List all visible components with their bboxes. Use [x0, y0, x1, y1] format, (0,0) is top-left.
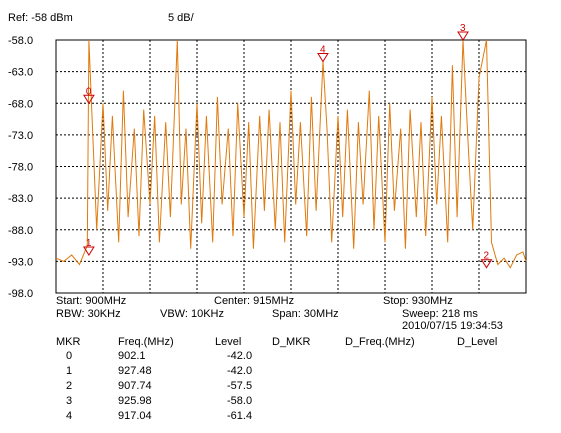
- col-header-dmkr: D_MKR: [272, 336, 311, 348]
- datetime-label: 2010/07/15 19:34:53: [402, 320, 503, 332]
- mkr-freq: 917.04: [118, 410, 152, 422]
- table-row: 2 907.74 -57.5: [0, 380, 561, 395]
- mkr-freq: 925.98: [118, 395, 152, 407]
- marker-label: 2: [484, 251, 490, 262]
- mkr-freq: 907.74: [118, 380, 152, 392]
- marker-label: 4: [320, 45, 326, 56]
- mkr-id: 3: [66, 395, 73, 407]
- y-tick-label: -98.0: [8, 288, 33, 300]
- y-tick-label: -73.0: [8, 130, 33, 142]
- mkr-freq: 902.1: [118, 350, 146, 362]
- y-tick-label: -78.0: [8, 162, 33, 174]
- center-freq-label: Center: 915MHz: [214, 295, 295, 307]
- col-header-mkr: MKR: [56, 336, 81, 348]
- mkr-level: -61.4: [227, 410, 253, 422]
- vbw-label: VBW: 10KHz: [160, 308, 224, 320]
- mkr-level: -42.0: [227, 365, 253, 377]
- col-header-freq: Freq.(MHz): [118, 336, 174, 348]
- marker-triangle: [317, 53, 329, 63]
- mkr-level: -57.5: [227, 380, 253, 392]
- marker-label: 3: [460, 23, 466, 34]
- mkr-id: 4: [66, 410, 73, 422]
- mkr-level: -42.0: [227, 350, 253, 362]
- y-tick-label: -93.0: [8, 256, 33, 268]
- marker-triangle: [82, 246, 95, 256]
- stop-freq-label: Stop: 930MHz: [383, 295, 453, 307]
- mkr-id: 1: [66, 365, 73, 377]
- mkr-id: 0: [66, 350, 73, 362]
- mkr-level: -58.0: [227, 395, 253, 407]
- span-label: Span: 30MHz: [272, 308, 339, 320]
- col-header-level: Level: [215, 336, 242, 348]
- plot-frame: [55, 39, 527, 294]
- spectrum-plot: -58.0 -63.0 -68.0 -73.0 -78.0 -83.0 -88.0 -93.0…: [8, 23, 527, 300]
- y-tick-label: -83.0: [8, 193, 33, 205]
- scale-label: 5 dB/: [168, 12, 194, 24]
- marker-label: 1: [86, 238, 92, 249]
- y-tick-label: -88.0: [8, 225, 33, 237]
- table-row: 0 902.1 -42.0: [0, 350, 561, 365]
- y-tick-label: -63.0: [8, 67, 33, 79]
- marker-triangle: [480, 259, 493, 269]
- ref-level-label: Ref: -58 dBm: [8, 12, 73, 24]
- spectrum-trace: [55, 39, 527, 269]
- y-tick-label: -68.0: [8, 98, 33, 110]
- rbw-label: RBW: 30KHz: [56, 308, 121, 320]
- mkr-id: 2: [66, 380, 73, 392]
- marker-triangle: [82, 94, 95, 105]
- start-freq-label: Start: 900MHz: [56, 295, 127, 307]
- table-row: 3 925.98 -58.0: [0, 395, 561, 410]
- y-tick-label: -58.0: [8, 35, 33, 47]
- mkr-freq: 927.48: [118, 365, 152, 377]
- marker-label: 0: [86, 86, 92, 97]
- sweep-label: Sweep: 218 ms: [402, 308, 478, 320]
- marker-triangle: [457, 31, 469, 41]
- col-header-dlevel: D_Level: [457, 336, 498, 348]
- table-row: 1 927.48 -42.0: [0, 365, 561, 380]
- table-row: 4 917.04 -61.4: [0, 410, 561, 425]
- col-header-dfreq: D_Freq.(MHz): [345, 336, 415, 348]
